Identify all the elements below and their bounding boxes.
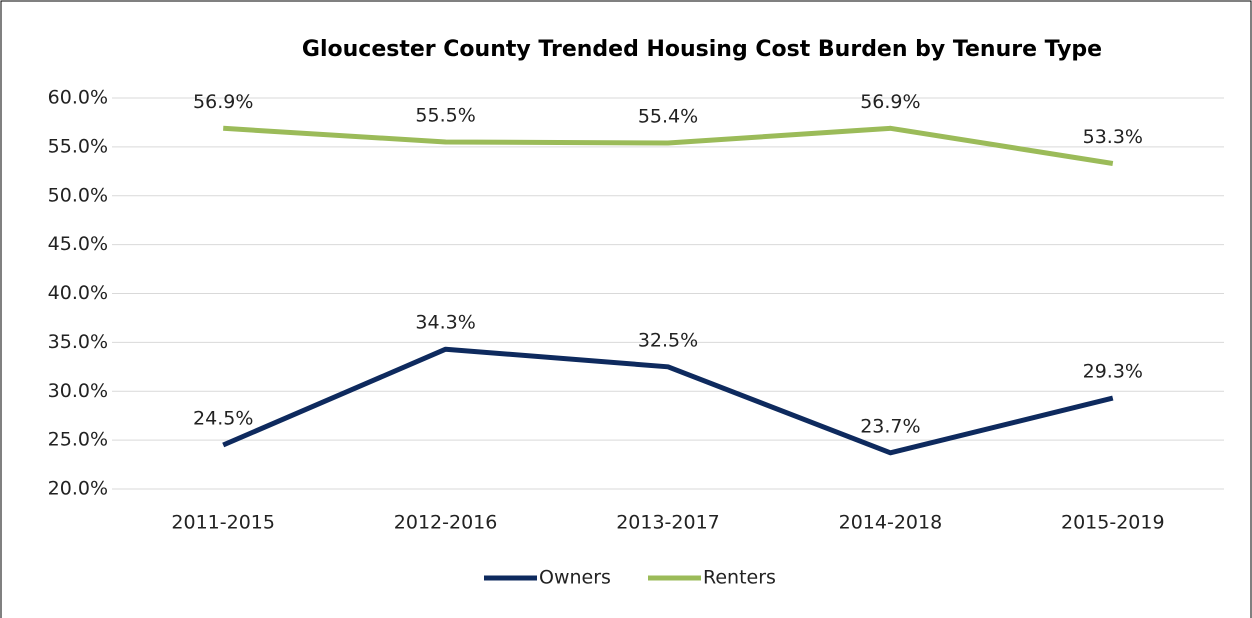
data-label: 24.5% — [193, 408, 253, 430]
x-tick-label: 2011-2015 — [171, 512, 275, 534]
data-label: 29.3% — [1083, 361, 1143, 383]
legend-label: Renters — [703, 567, 776, 589]
legend-label: Owners — [539, 567, 611, 589]
x-tick-label: 2014-2018 — [839, 512, 943, 534]
y-tick-label: 45.0% — [48, 233, 108, 255]
data-label: 56.9% — [193, 91, 253, 113]
y-tick-label: 60.0% — [48, 87, 108, 109]
x-tick-label: 2013-2017 — [616, 512, 720, 534]
y-tick-label: 35.0% — [48, 331, 108, 353]
data-label: 55.5% — [415, 104, 475, 126]
data-label: 56.9% — [860, 91, 920, 113]
x-tick-label: 2012-2016 — [394, 512, 498, 534]
series-line — [222, 346, 1114, 456]
data-label: 34.3% — [415, 312, 475, 334]
data-label: 53.3% — [1083, 126, 1143, 148]
x-tick-label: 2015-2019 — [1061, 512, 1165, 534]
chart-title: Gloucester County Trended Housing Cost B… — [302, 37, 1102, 62]
y-tick-label: 40.0% — [48, 282, 108, 304]
y-tick-label: 55.0% — [48, 135, 108, 157]
y-tick-label: 30.0% — [48, 380, 108, 402]
data-label: 55.4% — [638, 105, 698, 127]
series-line — [223, 125, 1114, 166]
data-label: 23.7% — [860, 415, 920, 437]
y-tick-label: 50.0% — [48, 184, 108, 206]
y-tick-label: 25.0% — [48, 429, 108, 451]
y-tick-label: 20.0% — [48, 478, 108, 500]
data-label: 32.5% — [638, 329, 698, 351]
